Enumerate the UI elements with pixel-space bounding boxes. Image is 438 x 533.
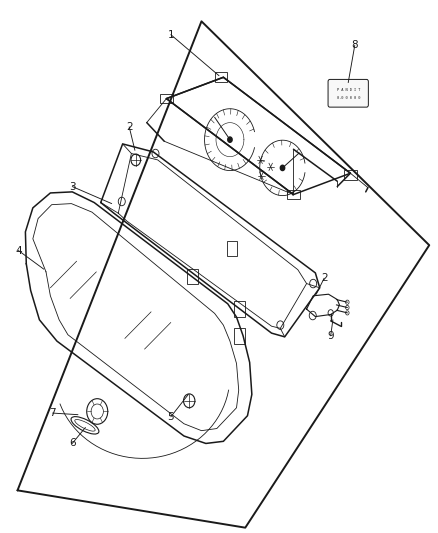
Bar xyxy=(344,170,357,180)
Text: 0.0 0 0 0 0: 0.0 0 0 0 0 xyxy=(336,95,360,100)
Text: 7: 7 xyxy=(49,408,56,418)
Text: 9: 9 xyxy=(327,331,334,341)
Bar xyxy=(287,190,300,199)
Circle shape xyxy=(228,137,232,142)
Text: 1: 1 xyxy=(167,30,174,39)
Text: 8: 8 xyxy=(351,41,358,50)
Circle shape xyxy=(280,165,285,171)
Bar xyxy=(187,269,198,284)
Text: 4: 4 xyxy=(15,246,22,255)
Bar xyxy=(215,72,227,82)
Bar xyxy=(160,94,173,103)
Text: 5: 5 xyxy=(167,412,174,422)
Text: 6: 6 xyxy=(69,439,76,448)
Text: 3: 3 xyxy=(69,182,76,191)
FancyBboxPatch shape xyxy=(328,79,368,107)
Text: P A N D I T: P A N D I T xyxy=(336,87,360,92)
Bar xyxy=(234,328,245,344)
Bar xyxy=(234,301,245,317)
Bar xyxy=(227,241,237,256)
Text: 2: 2 xyxy=(321,273,328,283)
Text: 2: 2 xyxy=(126,122,133,132)
